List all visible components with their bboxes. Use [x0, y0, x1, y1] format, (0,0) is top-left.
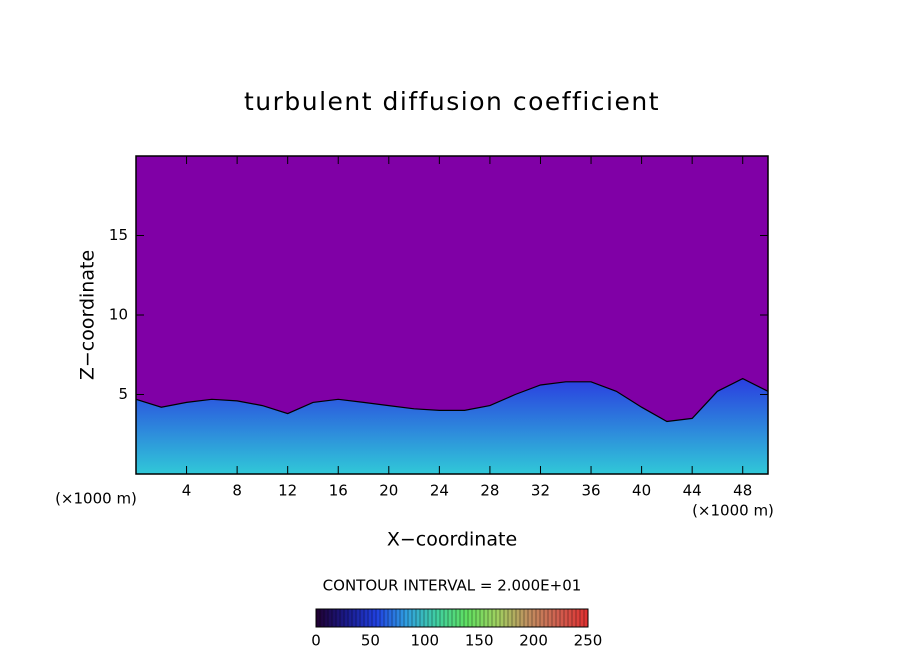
chart-title: turbulent diffusion coefficient — [244, 87, 660, 116]
x-tick-label: 28 — [480, 482, 499, 500]
x-tick-label: 40 — [632, 482, 651, 500]
x-tick-label: 24 — [430, 482, 449, 500]
y-axis-label: Z−coordinate — [77, 250, 99, 380]
x-tick-label: 20 — [379, 482, 398, 500]
x-tick-label: 8 — [232, 482, 242, 500]
contour-line — [135, 377, 769, 423]
colorbar-tick-label: 250 — [574, 632, 603, 650]
x-tick-label: 44 — [683, 482, 702, 500]
x-tick-label: 48 — [733, 482, 752, 500]
contour-interval: CONTOUR INTERVAL = 2.000E+01 — [323, 577, 582, 595]
y-tick-label: 10 — [109, 306, 128, 324]
y-unit: (×1000 m) — [692, 502, 774, 520]
colorbar-tick-label: 200 — [519, 632, 548, 650]
colorbar-tick-label: 100 — [410, 632, 439, 650]
x-tick-label: 12 — [278, 482, 297, 500]
y-tick-label: 5 — [118, 385, 128, 403]
colorbar-tick-label: 150 — [465, 632, 494, 650]
colorbar-tick-label: 0 — [311, 632, 321, 650]
colorbar-tick-label: 50 — [361, 632, 380, 650]
x-tick-label: 32 — [531, 482, 550, 500]
x-axis-label: X−coordinate — [387, 529, 517, 551]
x-tick-label: 36 — [581, 482, 600, 500]
x-tick-label: 4 — [182, 482, 192, 500]
x-tick-label: 16 — [329, 482, 348, 500]
y-tick-label: 15 — [109, 226, 128, 244]
turbulent-layer — [136, 378, 768, 474]
x-unit: (×1000 m) — [55, 490, 137, 508]
